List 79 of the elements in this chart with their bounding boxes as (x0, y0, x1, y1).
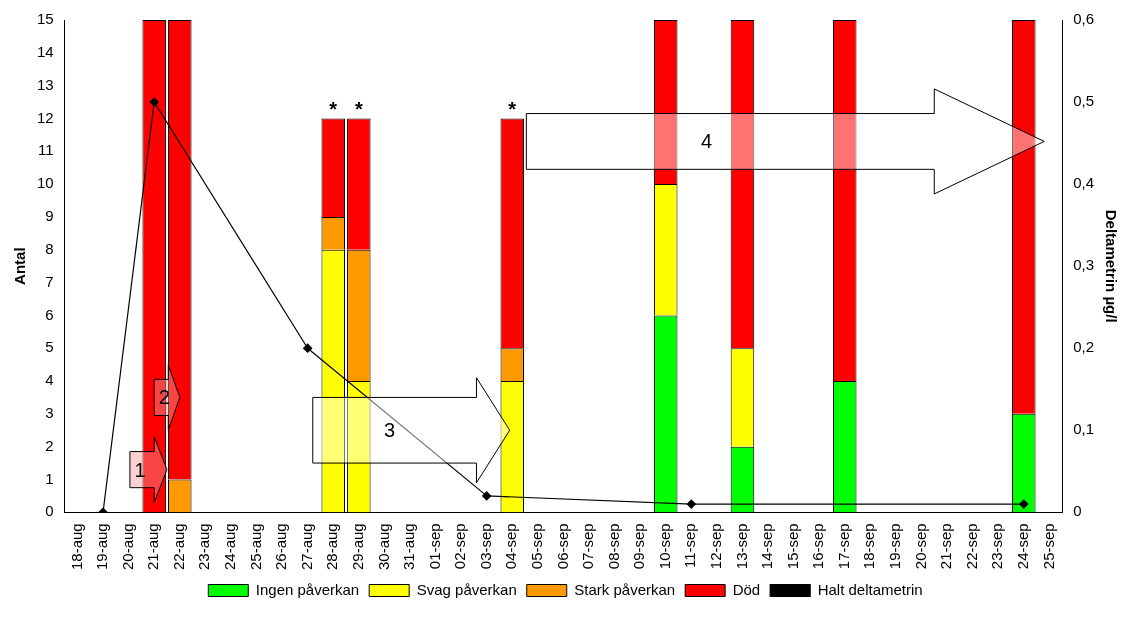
y2-tick-label: 0 (1073, 502, 1082, 520)
x-tick-label: 02-sep (451, 523, 469, 570)
y-tick-label: 0 (45, 502, 54, 520)
x-tick-label: 30-aug (374, 523, 392, 571)
y2-tick-label: 0,5 (1073, 92, 1095, 110)
annotation: * (329, 97, 338, 120)
x-tick-label: 22-aug (169, 523, 187, 571)
x-tick-label: 27-aug (297, 523, 315, 571)
y-tick-label: 11 (38, 141, 54, 159)
legend-label: Ingen påverkan (255, 580, 360, 598)
y-tick-label: 12 (37, 108, 54, 126)
x-tick-label: 20-aug (118, 523, 136, 571)
legend-label: Halt deltametrin (817, 580, 923, 598)
point (149, 97, 159, 107)
x-tick-label: 14-sep (758, 523, 776, 570)
y2-axis-title: Deltametrin µg/l (1102, 209, 1120, 323)
annotation: 3 (383, 419, 396, 442)
annotation: 4 (701, 130, 713, 153)
x-tick-label: 31-aug (400, 523, 418, 571)
y-tick-label: 14 (37, 42, 54, 60)
x-tick-label: 19-sep (886, 523, 904, 570)
y2-tick-label: 0,1 (1073, 420, 1095, 438)
y-tick-label: 9 (45, 207, 54, 225)
annotation: * (508, 97, 517, 120)
point (686, 499, 696, 509)
y-tick-label: 10 (37, 174, 54, 192)
x-tick-label: 18-sep (860, 523, 878, 570)
x-tick-label: 17-sep (834, 523, 852, 570)
x-tick-label: 01-sep (425, 523, 443, 570)
y-tick-label: 8 (45, 239, 54, 257)
y2-tick-label: 0,6 (1073, 10, 1095, 28)
x-tick-label: 24-aug (221, 523, 239, 571)
y-tick-label: 15 (37, 10, 54, 28)
x-tick-label: 21-aug (144, 523, 162, 571)
point (482, 491, 492, 501)
legend-label: Svag påverkan (416, 580, 517, 598)
point (303, 343, 313, 353)
x-tick-label: 23-sep (988, 523, 1006, 570)
x-tick-label: 29-aug (348, 523, 366, 571)
x-tick-label: 04-sep (502, 523, 520, 570)
y-axis-title: Antal (11, 247, 29, 285)
y-tick-label: 5 (45, 338, 54, 356)
x-tick-label: 10-sep (655, 523, 673, 570)
y2-tick-label: 0,3 (1073, 256, 1095, 274)
y-tick-label: 3 (45, 403, 54, 421)
x-tick-label: 28-aug (323, 523, 341, 571)
y-tick-label: 7 (45, 272, 54, 290)
x-tick-label: 26-aug (272, 523, 290, 571)
annotation: * (354, 97, 363, 120)
x-tick-label: 09-sep (630, 523, 648, 570)
y-tick-label: 13 (37, 75, 54, 93)
x-tick-label: 18-aug (67, 523, 85, 571)
x-tick-label: 20-sep (911, 523, 929, 570)
x-tick-label: 23-aug (195, 523, 213, 571)
x-tick-label: 16-sep (809, 523, 827, 570)
y-tick-label: 6 (45, 305, 54, 323)
x-tick-label: 25-sep (1039, 523, 1057, 570)
x-tick-label: 15-sep (783, 523, 801, 570)
x-tick-label: 07-sep (579, 523, 597, 570)
x-tick-label: 19-aug (93, 523, 111, 571)
x-tick-label: 06-sep (553, 523, 571, 570)
legend-label: Död (732, 580, 761, 598)
x-tick-label: 22-sep (962, 523, 980, 570)
x-tick-label: 21-sep (937, 523, 955, 570)
x-tick-label: 13-sep (732, 523, 750, 570)
y-tick-label: 4 (45, 371, 54, 389)
legend-label: Stark påverkan (574, 580, 676, 598)
x-tick-label: 12-sep (707, 523, 725, 570)
x-tick-label: 11-sep (681, 523, 699, 569)
x-tick-label: 03-sep (476, 523, 494, 570)
y2-tick-label: 0,4 (1073, 174, 1095, 192)
y-tick-label: 1 (45, 469, 54, 487)
y2-tick-label: 0,2 (1073, 338, 1095, 356)
point (1019, 499, 1029, 509)
x-tick-label: 08-sep (604, 523, 622, 570)
x-tick-label: 25-aug (246, 523, 264, 571)
x-tick-label: 05-sep (527, 523, 545, 570)
x-tick-label: 24-sep (1013, 523, 1031, 570)
y-tick-label: 2 (45, 436, 54, 454)
